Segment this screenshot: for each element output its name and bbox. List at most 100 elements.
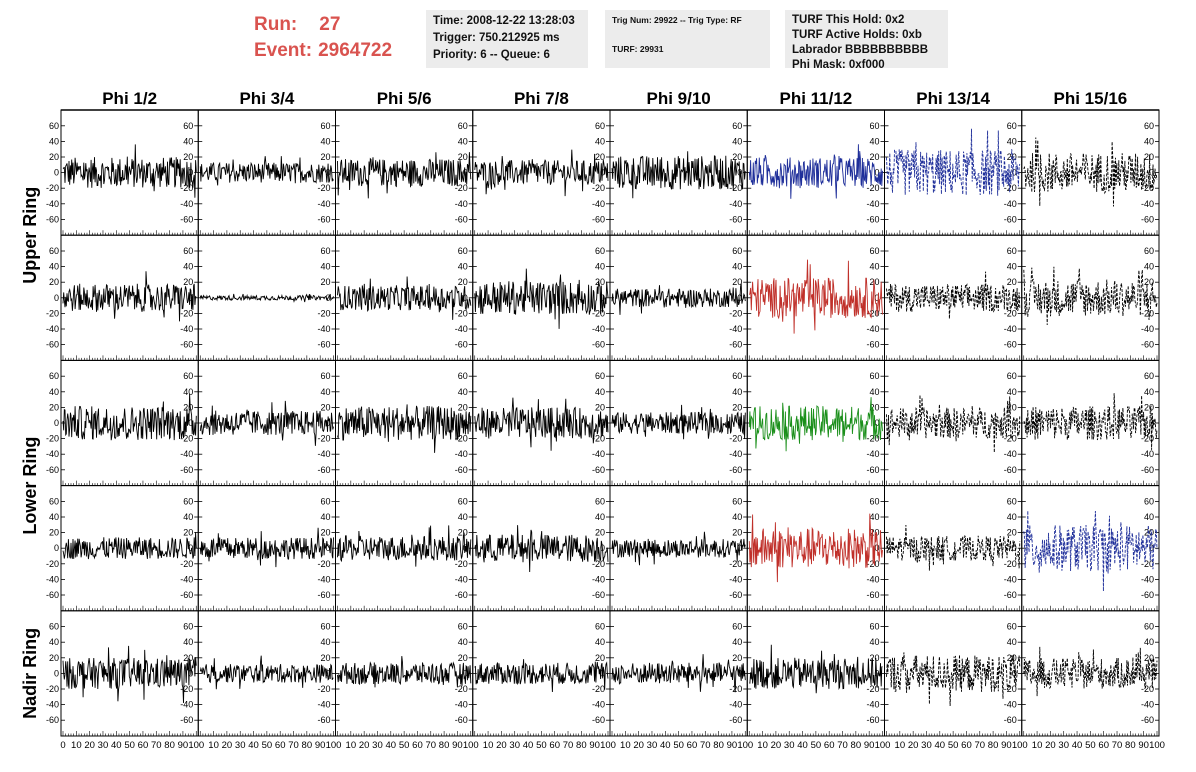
y-tick-label-right: 60 xyxy=(732,371,742,381)
y-tick-label-right: -60 xyxy=(866,590,879,600)
y-tick-label-right: 0 xyxy=(1149,168,1154,178)
x-tick-label: 50 xyxy=(399,740,410,751)
y-tick-label-right: 40 xyxy=(183,512,193,522)
y-tick-label-right: 40 xyxy=(320,387,330,397)
waveform-trace xyxy=(886,128,1021,196)
y-tick-label-right: -20 xyxy=(592,684,605,694)
y-tick-label-right: -60 xyxy=(1004,214,1017,224)
y-tick-label-right: -20 xyxy=(180,684,193,694)
x-tick-label: 30 xyxy=(1058,740,1069,751)
y-tick-label-right: 20 xyxy=(595,152,605,162)
x-tick-label: 40 xyxy=(935,740,946,751)
y-tick-label-right: -60 xyxy=(592,590,605,600)
x-tick-label: 100 xyxy=(188,740,204,751)
y-tick-label-right: -40 xyxy=(455,199,468,209)
y-tick-label-right: -60 xyxy=(592,465,605,475)
y-tick-label-right: 20 xyxy=(595,653,605,663)
y-tick-label-right: -20 xyxy=(1004,559,1017,569)
y-tick-label: -60 xyxy=(46,715,59,725)
run-event-info: Run: 27 Event: 2964722 xyxy=(254,12,392,64)
y-tick-label-right: 40 xyxy=(1144,637,1154,647)
y-tick-label-right: 20 xyxy=(595,277,605,287)
y-tick-label: -40 xyxy=(46,700,59,710)
y-tick-label-right: 20 xyxy=(458,402,468,412)
y-tick-label-right: 60 xyxy=(869,371,879,381)
y-tick-label-right: -60 xyxy=(729,214,742,224)
y-tick-label-right: 20 xyxy=(1007,277,1017,287)
x-tick-label: 30 xyxy=(921,740,932,751)
y-tick-label-right: 40 xyxy=(183,136,193,146)
y-tick-label-right: 20 xyxy=(1144,152,1154,162)
trig-num-text: Trig Num: 29922 -- Trig Type: RF xyxy=(612,15,742,25)
y-tick-label-right: 60 xyxy=(1007,622,1017,632)
y-tick-label-right: -20 xyxy=(592,559,605,569)
y-tick-label-right: 20 xyxy=(732,653,742,663)
y-tick-label-right: 60 xyxy=(183,121,193,131)
y-tick-label-right: -60 xyxy=(729,340,742,350)
y-tick-label-right: -60 xyxy=(1141,715,1154,725)
y-tick-label-right: -40 xyxy=(729,574,742,584)
waveform-trace xyxy=(337,276,472,320)
y-tick-label-right: 20 xyxy=(320,277,330,287)
x-tick-label: 100 xyxy=(463,740,479,751)
x-tick-label: 50 xyxy=(124,740,135,751)
turf-active-holds-text: TURF Active Holds: 0xb xyxy=(792,29,922,41)
y-tick-label-right: -20 xyxy=(1141,684,1154,694)
y-tick-label-right: -40 xyxy=(1141,574,1154,584)
y-tick-label: 40 xyxy=(49,512,59,522)
y-tick-label-right: 40 xyxy=(1007,262,1017,272)
x-tick-label: 100 xyxy=(600,740,616,751)
x-tick-label: 10 xyxy=(483,740,494,751)
y-tick-label-right: 0 xyxy=(1012,168,1017,178)
y-tick-label-right: -20 xyxy=(180,434,193,444)
y-tick-label-right: 0 xyxy=(1012,668,1017,678)
y-tick-label-right: 60 xyxy=(320,246,330,256)
y-tick-label-right: 40 xyxy=(1144,136,1154,146)
y-tick-label-right: 40 xyxy=(1007,136,1017,146)
y-tick-label-right: -40 xyxy=(592,324,605,334)
y-tick-label-right: 40 xyxy=(732,262,742,272)
waveform-trace xyxy=(1023,646,1158,697)
waveform-trace xyxy=(749,644,883,694)
y-tick-label: -40 xyxy=(46,449,59,459)
y-tick-label-right: -60 xyxy=(1141,340,1154,350)
y-tick-label: -40 xyxy=(46,199,59,209)
y-tick-label-right: 60 xyxy=(732,496,742,506)
waveform-trace xyxy=(748,144,883,199)
y-tick-label-right: -60 xyxy=(1141,465,1154,475)
y-tick-label-right: -20 xyxy=(317,684,330,694)
y-tick-label-right: -60 xyxy=(729,590,742,600)
x-tick-label: 40 xyxy=(111,740,122,751)
y-tick-label-right: 60 xyxy=(732,246,742,256)
y-tick-label-right: 60 xyxy=(1007,496,1017,506)
y-tick-label-right: -20 xyxy=(1141,183,1154,193)
waveform-trace xyxy=(474,149,609,197)
y-tick-label-right: -60 xyxy=(1004,715,1017,725)
y-tick-label-right: 60 xyxy=(183,246,193,256)
y-tick-label-right: 0 xyxy=(874,168,879,178)
y-tick-label-right: -60 xyxy=(729,465,742,475)
x-tick-label: 50 xyxy=(536,740,547,751)
y-tick-label-right: 60 xyxy=(1144,622,1154,632)
y-tick-label-right: 60 xyxy=(320,371,330,381)
y-tick-label-right: -40 xyxy=(180,700,193,710)
y-tick-label: 20 xyxy=(49,653,59,663)
y-tick-label-right: -40 xyxy=(180,324,193,334)
y-tick-label-right: 40 xyxy=(595,387,605,397)
x-tick-label: 40 xyxy=(797,740,808,751)
x-tick-label: 70 xyxy=(974,740,985,751)
waveform-trace xyxy=(1023,510,1158,592)
waveform-trace xyxy=(611,151,746,199)
column-header: Phi 3/4 xyxy=(239,89,294,108)
x-tick-label: 10 xyxy=(1032,740,1043,751)
x-tick-label: 70 xyxy=(563,740,574,751)
y-tick-label-right: -20 xyxy=(317,183,330,193)
y-tick-label: 20 xyxy=(49,402,59,412)
y-tick-label-right: -60 xyxy=(866,715,879,725)
x-tick-label: 10 xyxy=(620,740,631,751)
row-label: Lower Ring xyxy=(20,437,40,535)
y-tick-label-right: 40 xyxy=(458,387,468,397)
waveform-trace xyxy=(199,527,334,568)
x-tick-label: 10 xyxy=(757,740,768,751)
y-tick-label-right: -40 xyxy=(455,324,468,334)
